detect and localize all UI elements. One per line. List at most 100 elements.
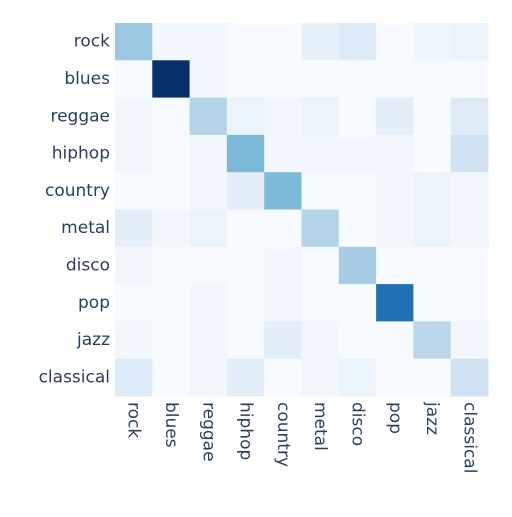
heatmap-cell-pop-pop xyxy=(376,284,414,322)
heatmap-cell-disco-jazz xyxy=(413,246,452,285)
heatmap-cell-rock-country xyxy=(264,23,302,61)
heatmap-cell-pop-disco xyxy=(338,284,377,322)
heatmap-cell-metal-country xyxy=(264,209,302,248)
heatmap-cell-pop-reggae xyxy=(189,284,228,322)
heatmap-cell-rock-classical xyxy=(450,23,489,61)
heatmap-cell-metal-blues xyxy=(152,209,191,248)
heatmap-cell-reggae-disco xyxy=(338,97,377,136)
heatmap-cell-jazz-classical xyxy=(450,321,489,360)
heatmap-cell-country-rock xyxy=(115,172,153,210)
y-tick-label-reggae: reggae xyxy=(50,106,110,126)
x-tick-label-hiphop: hiphop xyxy=(236,402,256,460)
heatmap-cell-jazz-disco xyxy=(338,321,377,360)
heatmap-cell-jazz-metal xyxy=(301,321,340,360)
y-tick-label-metal: metal xyxy=(61,218,110,238)
heatmap-cell-country-country xyxy=(264,172,302,210)
x-tick-label-reggae: reggae xyxy=(198,402,218,462)
heatmap-cell-disco-classical xyxy=(450,246,489,285)
heatmap-cell-blues-classical xyxy=(450,60,489,99)
heatmap-cell-blues-reggae xyxy=(189,60,228,99)
heatmap-cell-pop-metal xyxy=(301,284,340,322)
heatmap-cell-country-classical xyxy=(450,172,489,210)
y-tick-label-pop: pop xyxy=(78,293,110,313)
heatmap-cell-classical-hiphop xyxy=(226,358,265,397)
heatmap-cell-rock-pop xyxy=(376,23,414,61)
heatmap-cell-reggae-blues xyxy=(152,97,191,136)
heatmap-cell-pop-classical xyxy=(450,284,489,322)
heatmap-cell-disco-hiphop xyxy=(226,246,265,285)
heatmap-cell-disco-country xyxy=(264,246,302,285)
y-tick-label-hiphop: hiphop xyxy=(52,144,110,164)
heatmap-cell-hiphop-disco xyxy=(338,134,377,173)
heatmap-cell-jazz-rock xyxy=(115,321,153,360)
heatmap-cell-classical-classical xyxy=(450,358,489,397)
heatmap-cell-jazz-country xyxy=(264,321,302,360)
heatmap-cell-reggae-hiphop xyxy=(226,97,265,136)
x-tick-label-country: country xyxy=(273,402,293,467)
heatmap-cell-blues-blues xyxy=(152,60,191,99)
heatmap-cell-rock-rock xyxy=(115,23,153,61)
heatmap-cell-pop-jazz xyxy=(413,284,452,322)
heatmap-cell-rock-metal xyxy=(301,23,340,61)
heatmap-cell-jazz-blues xyxy=(152,321,191,360)
y-tick-label-classical: classical xyxy=(39,367,110,387)
heatmap-cell-classical-disco xyxy=(338,358,377,397)
heatmap-cell-hiphop-jazz xyxy=(413,134,452,173)
heatmap-cell-disco-reggae xyxy=(189,246,228,285)
heatmap-cell-pop-rock xyxy=(115,284,153,322)
x-tick-label-blues: blues xyxy=(161,402,181,448)
heatmap-cell-blues-hiphop xyxy=(226,60,265,99)
heatmap-cell-metal-hiphop xyxy=(226,209,265,248)
heatmap-cell-country-metal xyxy=(301,172,340,210)
heatmap-cell-disco-metal xyxy=(301,246,340,285)
heatmap-cell-metal-rock xyxy=(115,209,153,248)
heatmap-cell-rock-jazz xyxy=(413,23,452,61)
heatmap-cell-pop-country xyxy=(264,284,302,322)
y-tick-label-disco: disco xyxy=(66,255,110,275)
heatmap-cell-pop-hiphop xyxy=(226,284,265,322)
x-tick-label-pop: pop xyxy=(385,402,405,434)
heatmap-cell-classical-rock xyxy=(115,358,153,397)
heatmap-cell-hiphop-hiphop xyxy=(226,134,265,173)
heatmap-cell-disco-disco xyxy=(338,246,377,285)
heatmap-cell-metal-jazz xyxy=(413,209,452,248)
heatmap-cell-rock-reggae xyxy=(189,23,228,61)
x-tick-labels: rock blues reggae hiphop country metal disco po… xyxy=(124,401,480,473)
heatmap-cell-hiphop-reggae xyxy=(189,134,228,173)
heatmap-cell-blues-jazz xyxy=(413,60,452,99)
heatmap-cell-country-blues xyxy=(152,172,191,210)
y-tick-label-jazz: jazz xyxy=(76,330,110,350)
heatmap-cell-hiphop-classical xyxy=(450,134,489,173)
heatmap-cell-blues-disco xyxy=(338,60,377,99)
heatmap-cell-metal-classical xyxy=(450,209,489,248)
heatmap-cell-jazz-hiphop xyxy=(226,321,265,360)
x-tick-label-rock: rock xyxy=(124,402,144,438)
heatmap-cell-disco-rock xyxy=(115,246,153,285)
heatmap-cell-metal-reggae xyxy=(189,209,228,248)
heatmap-cells xyxy=(115,23,489,397)
heatmap-cell-country-disco xyxy=(338,172,377,210)
heatmap-cell-country-pop xyxy=(376,172,414,210)
heatmap-cell-reggae-jazz xyxy=(413,97,452,136)
heatmap-cell-blues-country xyxy=(264,60,302,99)
heatmap-cell-pop-blues xyxy=(152,284,191,322)
heatmap-cell-reggae-rock xyxy=(115,97,153,136)
heatmap-cell-jazz-pop xyxy=(376,321,414,360)
heatmap-cell-rock-hiphop xyxy=(226,23,265,61)
heatmap-cell-reggae-country xyxy=(264,97,302,136)
heatmap-cell-classical-country xyxy=(264,358,302,397)
heatmap-cell-hiphop-metal xyxy=(301,134,340,173)
heatmap-cell-jazz-jazz xyxy=(413,321,452,360)
heatmap-cell-disco-pop xyxy=(376,246,414,285)
heatmap-cell-hiphop-pop xyxy=(376,134,414,173)
heatmap-cell-classical-pop xyxy=(376,358,414,397)
heatmap-cell-metal-disco xyxy=(338,209,377,248)
heatmap-cell-hiphop-blues xyxy=(152,134,191,173)
heatmap-cell-classical-metal xyxy=(301,358,340,397)
heatmap-cell-jazz-reggae xyxy=(189,321,228,360)
x-tick-label-metal: metal xyxy=(310,402,330,451)
heatmap-cell-hiphop-rock xyxy=(115,134,153,173)
y-tick-label-country: country xyxy=(45,181,110,201)
